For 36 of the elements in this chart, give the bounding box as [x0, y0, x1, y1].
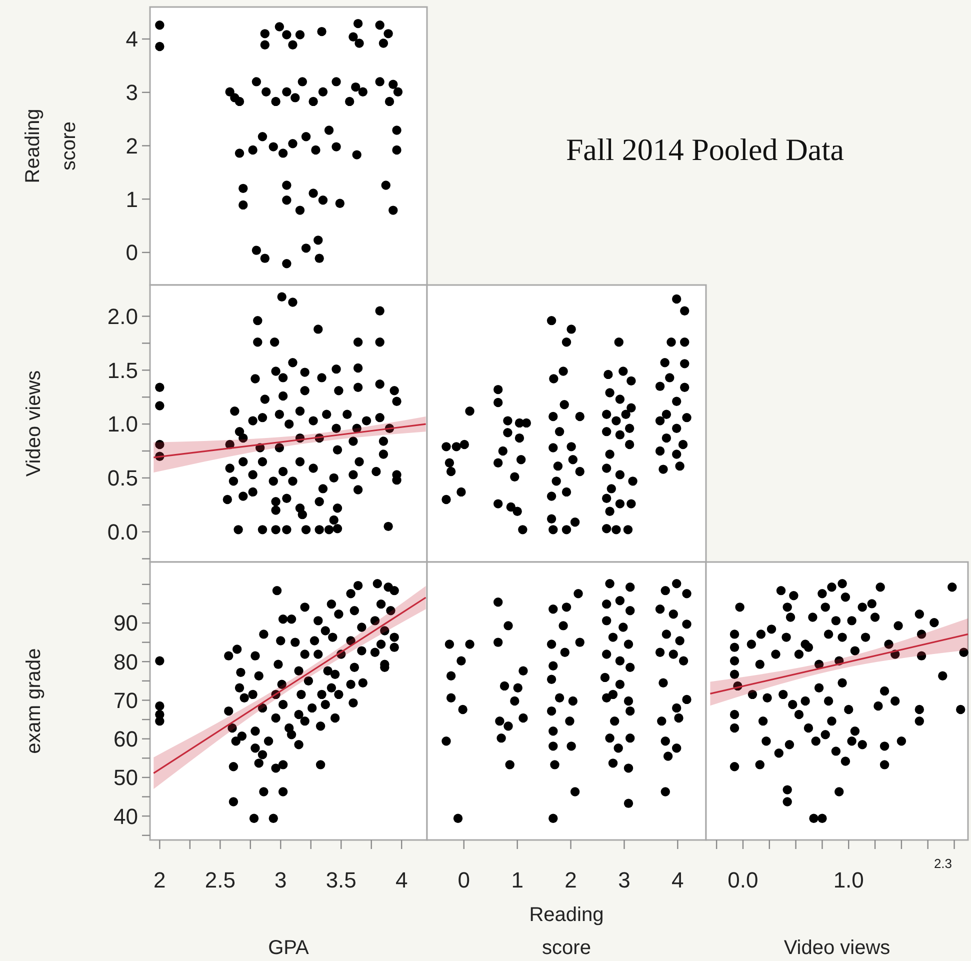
y-tick-label: 2 [126, 133, 138, 158]
y-tick-label: 70 [114, 688, 138, 713]
y-tick-label: 2.0 [107, 304, 138, 329]
y-tick-label: 0.0 [107, 520, 138, 545]
x-tick-label: 0.0 [728, 868, 758, 893]
x-tick-label: 2 [564, 868, 577, 893]
x-axis-title: GPA [268, 937, 310, 959]
x-axis-title: Video views [784, 937, 890, 959]
x-tick-label: 1 [511, 868, 524, 893]
x-tick-label: 0 [458, 868, 470, 893]
y-axis-title: exam grade [23, 648, 45, 754]
y-axis-title: Reading score [22, 108, 80, 184]
text: Fall 2014 Pooled Data [566, 132, 844, 167]
x-tick-label: 1.0 [833, 868, 864, 893]
y-tick-label: 50 [114, 765, 138, 790]
y-tick-label: 60 [114, 726, 138, 752]
text: 2.3 [934, 856, 952, 871]
y-tick-label: 3 [126, 80, 138, 106]
y-tick-label: 1.5 [107, 358, 138, 383]
y-tick-label: 90 [114, 610, 138, 636]
y-tick-label: 40 [114, 804, 138, 829]
y-tick-label: 0 [126, 240, 138, 266]
x-tick-label: 3.5 [326, 868, 356, 893]
y-tick-label: 0.5 [107, 466, 138, 491]
x-axis-title: Reading score [529, 904, 604, 959]
x-tick-label: 4 [395, 868, 408, 893]
x-tick-label: 3 [618, 868, 630, 893]
y-axis-title: Video views [23, 370, 45, 477]
y-tick-label: 4 [126, 26, 138, 52]
x-tick-label: 3 [274, 868, 287, 893]
y-tick-label: 1 [126, 186, 138, 212]
y-tick-label: 1.0 [107, 412, 138, 437]
x-tick-label: 2.5 [204, 868, 236, 893]
x-tick-label: 2 [154, 868, 166, 893]
x-tick-label: 4 [672, 868, 684, 893]
y-tick-label: 80 [114, 649, 138, 674]
